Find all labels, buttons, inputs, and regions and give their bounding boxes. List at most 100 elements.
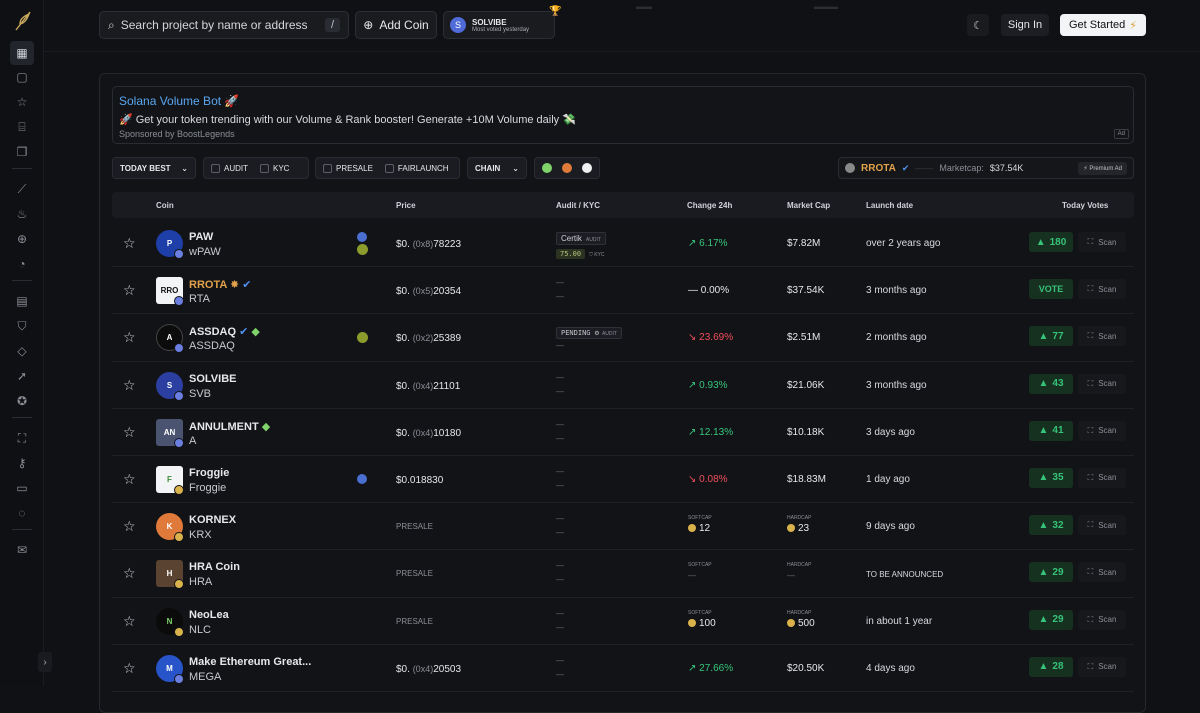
table-row[interactable]: ☆ A ASSDAQ ✔ ◆ ASSDAQ $0. (0x2)25389 PEN… [112,314,1134,362]
timer-icon[interactable]: ◔ [18,257,26,271]
mail-icon[interactable]: ✉ [16,543,28,557]
sign-in-button[interactable]: Sign In [1001,14,1049,36]
clipboard-icon[interactable]: ▢ [16,70,28,84]
document-icon[interactable]: ▤ [16,294,28,308]
favorite-star-icon[interactable]: ☆ [123,659,136,676]
diamond-icon[interactable]: ◇ [17,344,27,358]
table-header: Coin Price Audit / KYC Change 24h Market… [112,192,1134,218]
brand-logo-icon[interactable] [12,10,32,31]
coin-symbol: KRX [189,529,212,542]
premium-ad-banner[interactable]: RROTA ✔ —— Marketcap: $37.54K ⚡ Premium … [838,157,1134,179]
search-input[interactable]: ⌕ Search project by name or address / [99,11,349,39]
scan-label: Scan [1098,567,1117,577]
audit-empty: — [556,278,564,288]
scan-button[interactable]: ⛶ Scan [1078,467,1126,488]
lightning-icon: ⚡ [1129,19,1137,32]
table-row[interactable]: ☆ K KORNEX KRX PRESALE — — SOFTCAP 12 HARD… [112,503,1134,551]
scan-button[interactable]: ⛶ Scan [1078,515,1126,536]
table-row[interactable]: ☆ M Make Ethereum Great... MEGA $0. (0x4… [112,645,1134,692]
scan-button[interactable]: ⛶ Scan [1078,609,1126,630]
table-row[interactable]: ☆ P PAW wPAW $0. (0x8)78223 Certik AUDIT … [112,220,1134,268]
scan-icon[interactable]: ⛶ [17,430,27,445]
col-coin[interactable]: Coin [156,201,174,210]
vote-button[interactable]: ▲ 180 [1029,232,1073,252]
col-market-cap[interactable]: Market Cap [787,201,831,210]
coin-name: NeoLea [189,608,229,621]
chat-icon[interactable]: ◌ [18,506,26,520]
scan-button[interactable]: ⛶ Scan [1078,326,1126,347]
kyc-checkbox[interactable] [260,163,269,173]
col-price[interactable]: Price [396,201,416,210]
scan-button[interactable]: ⛶ Scan [1078,420,1126,441]
scan-button[interactable]: ⛶ Scan [1078,279,1126,300]
marketcap-label: Marketcap: [939,163,984,173]
shield-icon[interactable]: ⛉ [17,318,27,333]
add-coin-button[interactable]: ⊕ Add Coin [355,11,437,39]
ad-title[interactable]: Solana Volume Bot 🚀 [119,94,240,108]
fairlaunch-checkbox[interactable] [384,163,394,173]
audit-empty: — [556,608,564,618]
price-subscript: (0x4) [412,380,434,391]
dashboard-icon[interactable]: ▦ [10,41,34,65]
favorite-star-icon[interactable]: ☆ [123,565,136,582]
presale-checkbox[interactable] [323,163,332,173]
scan-button[interactable]: ⛶ Scan [1078,373,1126,394]
key-icon[interactable]: ⚷ [17,456,27,470]
pill-icon[interactable] [542,163,552,173]
coin-name: Make Ethereum Great... [189,655,312,668]
favorite-star-icon[interactable]: ☆ [123,329,136,346]
circle-icon[interactable] [582,163,592,173]
sidebar-expand-button[interactable]: › [38,652,52,672]
audit-checkbox[interactable] [211,163,220,173]
favorite-star-icon[interactable]: ☆ [123,518,136,535]
gift-icon[interactable]: ⌸ [18,119,26,134]
favorite-star-icon[interactable]: ☆ [123,612,136,629]
table-row[interactable]: ☆ S SOLVIBE SVB $0. (0x4)21101 — — ↗ 0.93… [112,362,1134,409]
table-row[interactable]: ☆ N NeoLea NLC PRESALE — — SOFTCAP 100 HAR… [112,598,1134,645]
col-audit-kyc[interactable]: Audit / KYC [556,201,600,210]
pill-icon [357,244,368,255]
vote-button[interactable]: ▲ 29 [1029,562,1073,583]
rocket-icon[interactable]: ➚ [16,369,28,383]
table-row[interactable]: ☆ F Froggie Froggie $0.018830 — — ↘ 0.08%… [112,456,1134,504]
table-row[interactable]: ☆ RRO RROTA ✸ ✔ RTA $0. (0x5)20354 — — — … [112,267,1134,315]
calendar-icon[interactable]: ▭ [16,481,28,495]
vote-count: 28 [1052,661,1064,673]
copy-icon[interactable]: ❐ [16,145,28,159]
col-today-votes[interactable]: Today Votes [1062,201,1109,210]
star-icon[interactable]: ☆ [16,95,28,109]
get-started-button[interactable]: Get Started ⚡ [1060,14,1146,36]
sponsored-ad[interactable]: Solana Volume Bot 🚀 🚀 Get your token tre… [112,86,1134,144]
col-change-24h[interactable]: Change 24h [687,201,733,210]
flame-icon[interactable]: ♨ [16,207,28,221]
favorite-star-icon[interactable]: ☆ [123,423,136,440]
vote-button[interactable]: ▲ 77 [1029,326,1073,347]
vote-button[interactable]: ▲ 35 [1029,467,1073,488]
dark-mode-toggle-icon[interactable]: ☾ [967,14,989,36]
table-row[interactable]: ☆ H HRA Coin HRA PRESALE — — SOFTCAP — HAR… [112,550,1134,598]
vote-button[interactable]: ▲ 29 [1029,609,1073,630]
plus-circle-icon[interactable]: ⊕ [16,232,28,246]
coin-symbol: SVB [189,387,212,400]
vote-button[interactable]: ▲ 28 [1029,656,1073,677]
verified-icon[interactable]: ✪ [16,394,28,408]
most-voted-promo[interactable]: S SOLVIBE Most voted yesterday [443,11,555,39]
scan-button[interactable]: ⛶ Scan [1078,656,1126,677]
favorite-star-icon[interactable]: ☆ [123,376,136,393]
favorite-star-icon[interactable]: ☆ [123,282,136,299]
vote-button[interactable]: VOTE [1029,279,1073,300]
vote-button[interactable]: ▲ 43 [1029,373,1073,394]
scan-button[interactable]: ⛶ Scan [1078,232,1126,252]
certik-audit-badge[interactable]: Certik AUDIT [556,232,606,245]
vote-button[interactable]: ▲ 41 [1029,420,1073,441]
scan-button[interactable]: ⛶ Scan [1078,562,1126,583]
today-best-dropdown[interactable]: TODAY BEST ⌄ [112,157,196,179]
chart-icon[interactable]: ⟋ [17,181,27,196]
bitcoin-icon[interactable] [562,163,572,173]
chain-dropdown[interactable]: CHAIN ⌄ [467,157,527,179]
favorite-star-icon[interactable]: ☆ [123,235,136,251]
table-row[interactable]: ☆ AN ANNULMENT ◆ A $0. (0x4)10180 — — ↗ 1… [112,409,1134,456]
col-launch-date[interactable]: Launch date [866,201,914,210]
favorite-star-icon[interactable]: ☆ [123,470,136,487]
vote-button[interactable]: ▲ 32 [1029,515,1073,536]
